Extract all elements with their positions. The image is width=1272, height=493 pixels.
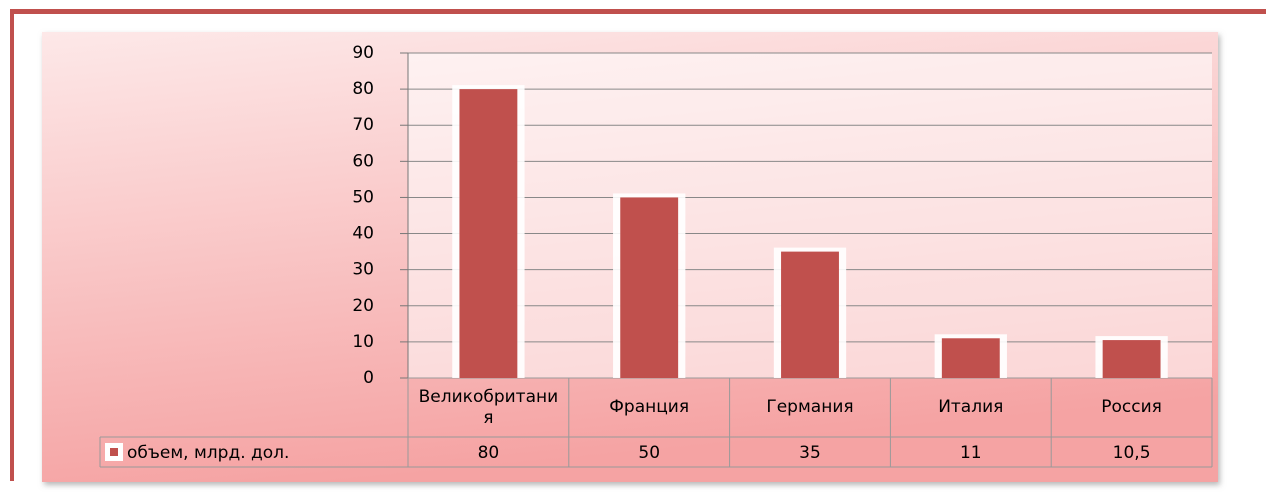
legend-swatch bbox=[110, 448, 118, 456]
x-tick-label: Россия bbox=[1101, 397, 1162, 417]
x-tick-label: Франция bbox=[609, 397, 690, 417]
x-tick-label: Германия bbox=[766, 397, 854, 417]
left-border bbox=[10, 9, 14, 481]
category-cell: Великобритания bbox=[418, 386, 559, 428]
data-table-value: 11 bbox=[960, 443, 982, 463]
data-table-value: 50 bbox=[638, 443, 660, 463]
data-table-value: 10,5 bbox=[1113, 443, 1151, 463]
data-table-value: 80 bbox=[478, 443, 500, 463]
category-cell: Россия bbox=[1101, 397, 1162, 417]
x-tick-label: Великобритания bbox=[418, 386, 559, 428]
y-tick-label: 70 bbox=[352, 115, 374, 135]
y-tick-label: 10 bbox=[352, 332, 374, 352]
y-tick-label: 60 bbox=[352, 151, 374, 171]
top-border bbox=[10, 9, 1266, 14]
y-tick-label: 30 bbox=[352, 260, 374, 280]
data-table-value: 35 bbox=[799, 443, 821, 463]
bar bbox=[620, 197, 679, 378]
y-tick-label: 80 bbox=[352, 79, 374, 99]
category-cell: Германия bbox=[766, 397, 854, 417]
category-cell: Франция bbox=[609, 397, 690, 417]
y-tick-label: 40 bbox=[352, 224, 374, 244]
bar bbox=[459, 89, 518, 378]
legend-label: объем, млрд. дол. bbox=[127, 443, 289, 463]
bar bbox=[1102, 340, 1161, 378]
category-cell: Италия bbox=[938, 397, 1004, 417]
y-tick-label: 20 bbox=[352, 296, 374, 316]
bar bbox=[941, 338, 1000, 378]
x-tick-label: Италия bbox=[938, 397, 1004, 417]
y-tick-label: 50 bbox=[352, 187, 374, 207]
y-tick-label: 0 bbox=[363, 368, 374, 388]
y-tick-label: 90 bbox=[352, 43, 374, 63]
bar bbox=[781, 251, 839, 378]
